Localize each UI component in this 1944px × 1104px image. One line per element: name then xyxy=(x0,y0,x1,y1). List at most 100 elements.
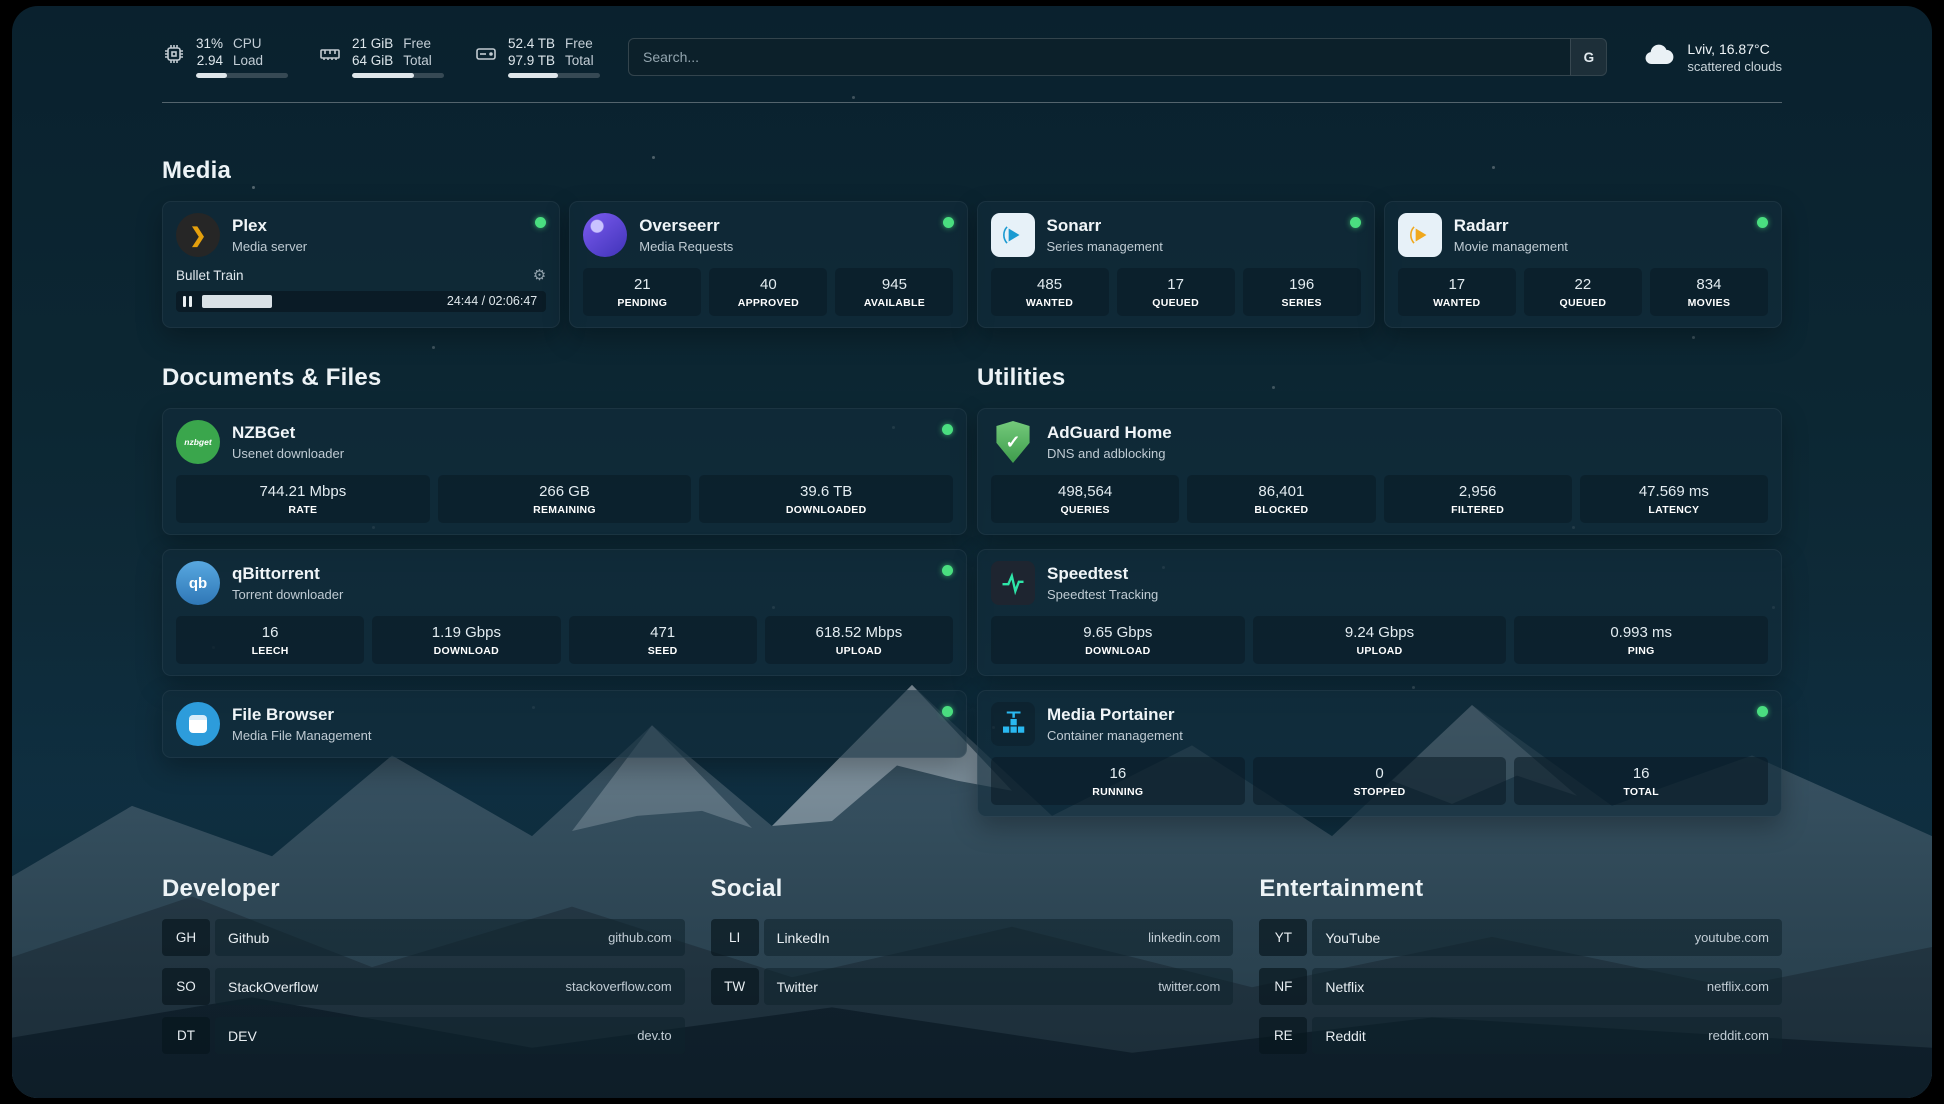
bookmark-name: Twitter xyxy=(776,978,818,995)
bookmark-twitter[interactable]: TW Twitter twitter.com xyxy=(710,968,1234,1005)
stat-stopped: 0 STOPPED xyxy=(1252,757,1507,805)
overseerr-icon xyxy=(583,213,628,257)
header-divider xyxy=(162,102,1782,103)
service-card-nzbget[interactable]: nzbget NZBGet Usenet downloader 744.21 M… xyxy=(162,408,967,535)
portainer-icon xyxy=(991,702,1035,746)
service-card-sonarr[interactable]: Sonarr Series management 485 WANTED 17 QUE… xyxy=(976,201,1375,328)
bookmark-section-developer: Developer GH Github github.com SO StackOv… xyxy=(162,875,685,1066)
resource-widgets: 31% 2.94 CPU Load xyxy=(162,36,600,78)
bookmark-abbr: SO xyxy=(162,968,210,1005)
status-dot xyxy=(1757,706,1768,717)
memory-total-label: Total xyxy=(403,53,432,68)
service-subtitle: Media server xyxy=(232,239,308,254)
gear-icon[interactable]: ⚙ xyxy=(532,267,547,284)
pause-icon xyxy=(183,296,192,307)
stat-blocked: 86,401 BLOCKED xyxy=(1187,475,1376,523)
stat-filtered: 2,956 FILTERED xyxy=(1383,475,1572,523)
memory-progress-bar xyxy=(352,73,444,78)
stat-downloaded: 39.6 TB DOWNLOADED xyxy=(699,475,954,523)
stat-ping: 0.993 ms PING xyxy=(1514,616,1769,664)
service-name: Media Portainer xyxy=(1047,705,1175,724)
dashboard-page: 31% 2.94 CPU Load xyxy=(12,6,1932,1098)
stat-remaining: 266 GB REMAINING xyxy=(437,475,692,523)
service-subtitle: Media File Management xyxy=(232,728,372,743)
bookmark-url: youtube.com xyxy=(1694,930,1769,945)
bookmark-github[interactable]: GH Github github.com xyxy=(162,919,685,956)
service-subtitle: Series management xyxy=(1046,239,1163,254)
developer-heading: Developer xyxy=(162,875,280,902)
service-card-portainer[interactable]: Media Portainer Container management 16 R… xyxy=(977,690,1782,817)
bookmark-abbr: DT xyxy=(162,1017,210,1054)
entertainment-heading: Entertainment xyxy=(1259,875,1424,902)
service-card-radarr[interactable]: Radarr Movie management 17 WANTED 22 QUEUE… xyxy=(1383,201,1782,328)
status-dot xyxy=(942,424,953,435)
plex-progress-bar: 24:44 / 02:06:47 xyxy=(176,291,547,312)
bookmark-linkedin[interactable]: LI LinkedIn linkedin.com xyxy=(710,919,1234,956)
search-input[interactable] xyxy=(629,39,1571,75)
bookmark-name: Reddit xyxy=(1325,1027,1366,1044)
cpu-progress-bar xyxy=(196,73,288,78)
stat-running: 16 RUNNING xyxy=(991,757,1245,805)
service-card-filebrowser[interactable]: File Browser Media File Management xyxy=(162,690,967,758)
service-card-plex[interactable]: ❯ Plex Media server Bullet Train ⚙ xyxy=(162,201,561,328)
disk-progress-bar xyxy=(508,73,600,78)
bookmark-youtube[interactable]: YT YouTube youtube.com xyxy=(1259,919,1782,956)
service-card-adguard[interactable]: ✓ AdGuard Home DNS and adblocking 498,56… xyxy=(977,408,1782,535)
bookmark-reddit[interactable]: RE Reddit reddit.com xyxy=(1259,1017,1782,1054)
google-search-button[interactable]: G xyxy=(1570,39,1607,75)
stat-upload: 9.24 Gbps UPLOAD xyxy=(1252,616,1507,664)
bookmark-stackoverflow[interactable]: SO StackOverflow stackoverflow.com xyxy=(162,968,685,1005)
cpu-usage-value: 31% xyxy=(196,36,224,51)
service-card-overseerr[interactable]: Overseerr Media Requests 21 PENDING 40 APP… xyxy=(569,201,968,328)
status-dot xyxy=(1349,217,1361,228)
bookmark-netflix[interactable]: NF Netflix netflix.com xyxy=(1259,968,1782,1005)
nzbget-icon: nzbget xyxy=(176,420,220,464)
documents-heading: Documents & Files xyxy=(162,364,382,391)
bookmark-url: netflix.com xyxy=(1706,979,1769,994)
service-name: Sonarr xyxy=(1046,216,1102,235)
bookmark-section-entertainment: Entertainment YT YouTube youtube.com NF N… xyxy=(1259,875,1782,1066)
stat-approved: 40 APPROVED xyxy=(709,268,828,316)
bookmark-url: github.com xyxy=(608,930,672,945)
disk-widget: 52.4 TB 97.9 TB Free Total xyxy=(474,36,600,78)
memory-total-value: 64 GiB xyxy=(352,53,394,68)
cpu-load-label: Load xyxy=(233,53,264,68)
memory-icon xyxy=(318,42,342,71)
bookmark-name: DEV xyxy=(228,1027,257,1044)
status-dot xyxy=(942,565,953,576)
stat-wanted: 485 WANTED xyxy=(990,268,1109,316)
speedtest-icon xyxy=(991,561,1035,605)
status-dot xyxy=(535,217,547,228)
service-card-qbittorrent[interactable]: qb qBittorrent Torrent downloader 16 LEEC… xyxy=(162,549,967,676)
sonarr-icon xyxy=(990,213,1035,257)
weather-condition: scattered clouds xyxy=(1687,58,1782,74)
bookmark-url: dev.to xyxy=(637,1028,672,1043)
plex-icon: ❯ xyxy=(176,213,220,257)
bookmark-dev[interactable]: DT DEV dev.to xyxy=(162,1017,685,1054)
weather-location: Lviv, 16.87°C xyxy=(1687,40,1770,57)
social-heading: Social xyxy=(710,875,783,902)
stat-total: 16 TOTAL xyxy=(1514,757,1769,805)
stat-download: 9.65 Gbps DOWNLOAD xyxy=(991,616,1245,664)
memory-widget: 21 GiB 64 GiB Free Total xyxy=(318,36,444,78)
bookmark-name: StackOverflow xyxy=(228,978,319,995)
service-subtitle: Usenet downloader xyxy=(232,446,345,461)
service-name: qBittorrent xyxy=(232,564,320,583)
bookmark-name: Github xyxy=(228,929,270,946)
bookmark-url: reddit.com xyxy=(1708,1028,1769,1043)
service-name: File Browser xyxy=(232,705,335,724)
service-subtitle: DNS and adblocking xyxy=(1047,446,1166,461)
cpu-icon xyxy=(162,42,186,71)
service-subtitle: Torrent downloader xyxy=(232,587,344,602)
status-dot xyxy=(942,217,954,228)
section-documents: Documents & Files nzbget NZBGet Usenet d… xyxy=(162,364,967,758)
radarr-icon xyxy=(1397,213,1442,257)
cloud-icon xyxy=(1641,37,1677,78)
status-dot xyxy=(1757,217,1768,228)
playback-time: 24:44 / 02:06:47 xyxy=(446,294,538,308)
disk-free-value: 52.4 TB xyxy=(508,36,556,51)
section-utilities: Utilities ✓ AdGuard Home DNS and adblock… xyxy=(977,364,1782,817)
stat-leech: 16 LEECH xyxy=(176,616,365,664)
stat-wanted: 17 WANTED xyxy=(1397,268,1516,316)
service-card-speedtest[interactable]: Speedtest Speedtest Tracking 9.65 Gbps DO… xyxy=(977,549,1782,676)
